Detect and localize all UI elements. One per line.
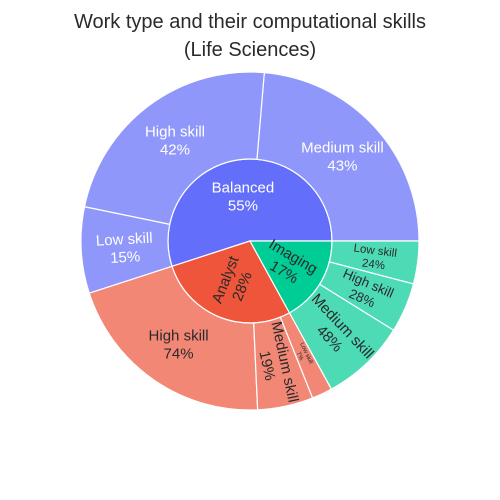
sunburst-label-balanced: Balanced 55% (212, 180, 275, 215)
chart-title-line-2: (Life Sciences) (184, 39, 316, 61)
sunburst-segment-imaging-low-skill[interactable] (328, 240, 420, 285)
sunburst-label-analyst-high-skill: High skill 74% (149, 327, 209, 362)
sunburst-segment-balanced-medium-skill[interactable] (256, 71, 420, 242)
sunburst-label-imaging-low-skill: Low skill24% (351, 242, 397, 273)
sunburst-segment-analyst-high-skill[interactable] (88, 265, 259, 411)
chart-title-line-1: Work type and their computational skills (74, 11, 426, 33)
sunburst-segment-balanced-high-skill[interactable] (83, 71, 265, 226)
sunburst-label-balanced-medium-skill: Medium skill 43% (301, 139, 384, 174)
sunburst-label-balanced-low-skill: Low skill15% (95, 230, 154, 268)
sunburst-segments (80, 71, 420, 411)
sunburst-label-balanced-high-skill: High skill 42% (145, 124, 205, 159)
